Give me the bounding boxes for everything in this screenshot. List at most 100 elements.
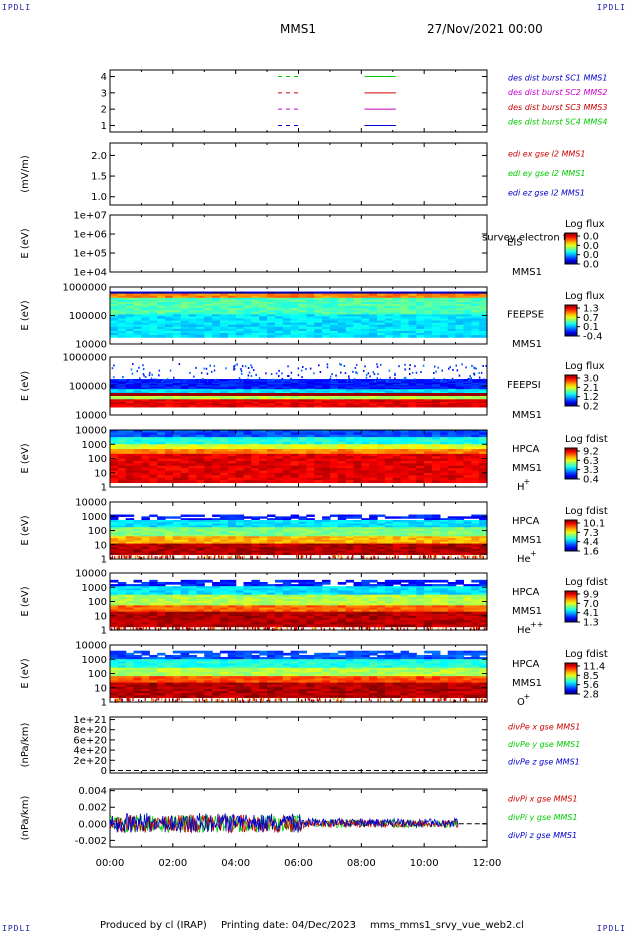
plot-mark: [479, 516, 488, 519]
plot-mark: [219, 463, 229, 467]
plot-mark: [447, 395, 457, 398]
plot-mark: [259, 525, 268, 528]
plot-mark: [149, 534, 158, 537]
plot-mark: [172, 446, 182, 450]
plot-mark: [219, 381, 229, 384]
plot-mark: [282, 432, 292, 436]
plot-mark: [157, 545, 166, 548]
plot-mark: [141, 384, 150, 386]
plot-mark: [110, 291, 119, 295]
plot-mark: [117, 460, 127, 464]
plot-mark: [298, 301, 307, 305]
plot-mark: [259, 333, 268, 336]
plot-mark: [243, 446, 252, 450]
plot-mark: [400, 316, 410, 320]
plot-mark: [306, 472, 315, 476]
plot-mark: [471, 543, 480, 546]
plot-mark: [188, 384, 197, 386]
plot-mark: [463, 328, 472, 332]
plot-mark: [322, 463, 331, 467]
plot-mark: [180, 430, 190, 433]
plot-mark: [219, 523, 229, 527]
plot-mark: [353, 389, 362, 392]
plot-mark: [157, 460, 166, 464]
plot-mark: [479, 295, 488, 299]
plot-mark: [479, 384, 488, 386]
plot-mark: [188, 530, 197, 534]
plot-mark: [125, 387, 135, 390]
plot-mark: [235, 434, 245, 438]
plot-mark: [212, 380, 221, 383]
ytick-label-hpca-he-1: 10: [94, 540, 107, 551]
plot-mark: [424, 555, 427, 559]
plot-mark: [188, 318, 197, 322]
plot-mark: [141, 516, 150, 519]
plot-mark: [384, 538, 394, 541]
plot-mark: [455, 314, 465, 318]
plot-mark: [353, 308, 362, 311]
plot-mark: [259, 529, 268, 532]
plot-mark: [439, 453, 449, 457]
plot-mark: [436, 380, 439, 383]
plot-mark: [479, 579, 488, 583]
plot-mark: [235, 444, 245, 448]
plot-mark: [219, 453, 229, 457]
plot-mark: [290, 398, 300, 400]
plot-mark: [455, 330, 465, 334]
plot-mark: [243, 386, 252, 389]
plot-mark: [235, 470, 245, 474]
plot-mark: [306, 403, 315, 405]
plot-mark: [416, 335, 425, 338]
plot-mark: [251, 521, 260, 525]
plot-mark: [117, 297, 127, 301]
plot-mark: [196, 514, 205, 517]
plot-mark: [400, 395, 410, 398]
plot-mark: [424, 400, 433, 403]
plot-mark: [408, 444, 417, 448]
colorbar-tick-feeps-i-2: 1.2: [583, 392, 599, 403]
plot-mark: [314, 389, 323, 392]
plot-mark: [267, 468, 276, 472]
plot-mark: [427, 555, 430, 559]
plot-mark: [180, 335, 190, 338]
plot-mark: [110, 304, 119, 307]
plot-mark: [400, 538, 410, 541]
plot-mark: [212, 404, 221, 407]
plot-mark: [455, 516, 465, 519]
plot-mark: [439, 384, 449, 386]
plot-mark: [298, 523, 307, 527]
plot-mark: [369, 318, 378, 322]
plot-mark: [164, 314, 174, 318]
plot-mark: [416, 333, 425, 336]
plot-mark: [180, 527, 190, 530]
plot-mark: [439, 527, 449, 530]
plot-mark: [377, 441, 386, 445]
plot-mark: [164, 295, 174, 299]
plot-mark: [251, 318, 260, 322]
plot-mark: [432, 518, 441, 521]
plot-mark: [157, 308, 166, 311]
plot-mark: [251, 400, 260, 403]
plot-mark: [329, 297, 339, 301]
plot-mark: [306, 295, 315, 299]
plot-mark: [345, 295, 355, 299]
plot-mark: [220, 555, 223, 559]
plot-mark: [282, 523, 292, 527]
plot-mark: [337, 470, 347, 474]
plot-mark: [240, 379, 242, 382]
plot-mark: [274, 386, 284, 389]
plot-mark: [424, 324, 433, 328]
plot-mark: [125, 385, 135, 388]
plot-mark: [337, 399, 347, 402]
plot-mark: [274, 316, 284, 320]
plot-mark: [416, 386, 425, 389]
plot-mark: [157, 404, 166, 407]
plot-mark: [184, 555, 186, 559]
plot-mark: [164, 525, 174, 528]
plot-mark: [274, 326, 284, 330]
plot-mark: [243, 527, 252, 530]
plot-mark: [222, 555, 224, 559]
plot-mark: [282, 295, 292, 299]
plot-mark: [219, 579, 229, 583]
plot-mark: [455, 525, 465, 528]
